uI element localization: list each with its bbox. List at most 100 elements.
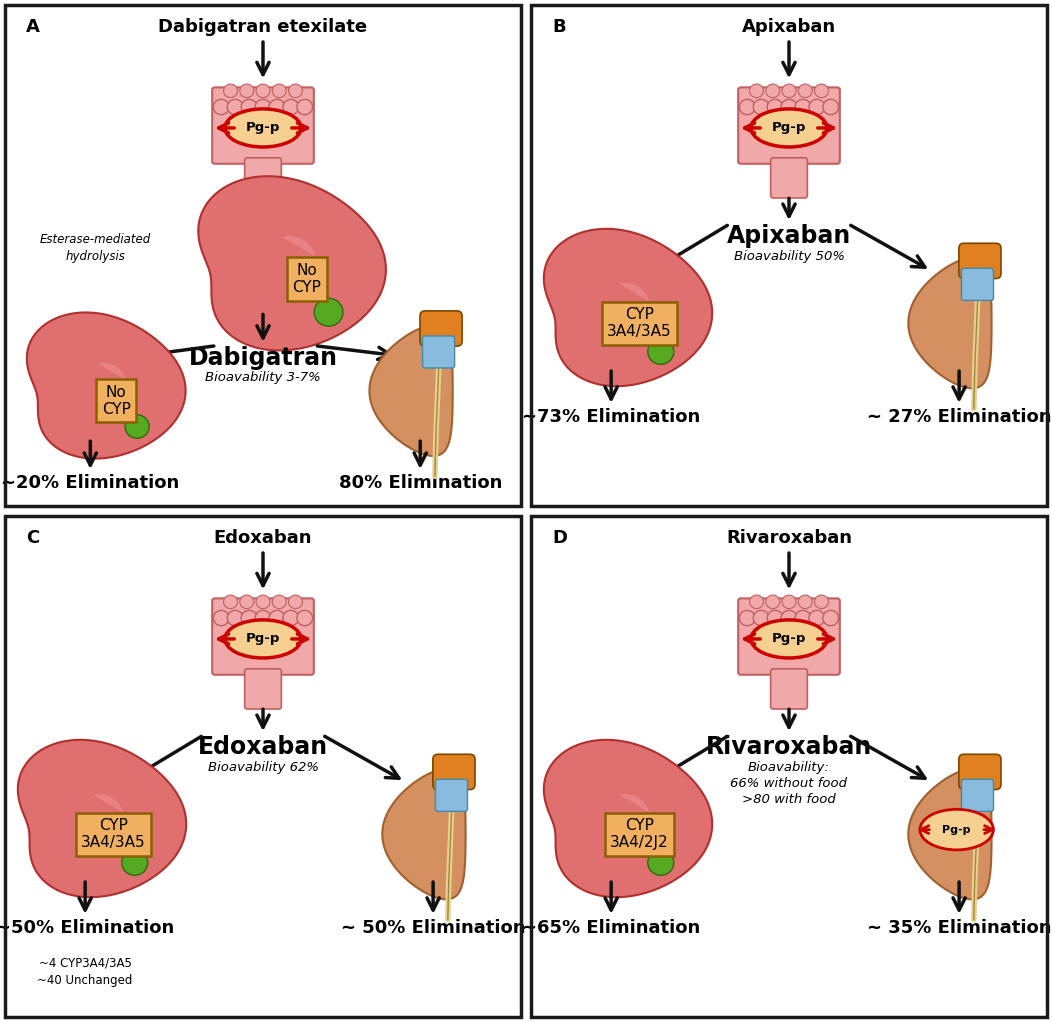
- Text: ~ 50% Elimination: ~ 50% Elimination: [341, 919, 525, 937]
- Circle shape: [122, 850, 147, 875]
- Circle shape: [795, 610, 811, 625]
- Circle shape: [227, 99, 243, 114]
- FancyBboxPatch shape: [420, 311, 462, 346]
- Circle shape: [214, 610, 229, 625]
- Text: Pg-p: Pg-p: [772, 122, 806, 135]
- Circle shape: [766, 84, 780, 98]
- Circle shape: [782, 84, 796, 98]
- Polygon shape: [98, 363, 126, 380]
- Text: No
CYP: No CYP: [102, 384, 130, 417]
- Circle shape: [782, 595, 796, 609]
- Circle shape: [297, 99, 312, 114]
- Circle shape: [283, 99, 299, 114]
- FancyBboxPatch shape: [771, 157, 807, 198]
- Circle shape: [753, 99, 769, 114]
- Text: Apixaban: Apixaban: [727, 224, 851, 248]
- Circle shape: [809, 99, 825, 114]
- Circle shape: [740, 610, 755, 625]
- Circle shape: [288, 595, 302, 609]
- FancyBboxPatch shape: [436, 780, 467, 811]
- Circle shape: [241, 99, 257, 114]
- Ellipse shape: [225, 620, 301, 658]
- Polygon shape: [27, 313, 185, 459]
- Circle shape: [782, 99, 796, 114]
- FancyBboxPatch shape: [245, 157, 281, 198]
- Circle shape: [795, 99, 811, 114]
- Text: Pg-p: Pg-p: [246, 633, 280, 646]
- Text: A: A: [26, 18, 40, 36]
- Circle shape: [648, 850, 673, 875]
- Text: No
CYP: No CYP: [292, 263, 321, 295]
- Polygon shape: [619, 794, 649, 812]
- Circle shape: [740, 99, 755, 114]
- Circle shape: [224, 84, 238, 98]
- Circle shape: [256, 99, 270, 114]
- Ellipse shape: [751, 620, 827, 658]
- Polygon shape: [198, 176, 386, 351]
- Polygon shape: [93, 794, 123, 812]
- Circle shape: [256, 84, 270, 98]
- Text: Edoxaban: Edoxaban: [198, 735, 328, 759]
- FancyBboxPatch shape: [245, 668, 281, 709]
- Text: Esterase-mediated
hydrolysis: Esterase-mediated hydrolysis: [40, 233, 151, 263]
- Circle shape: [272, 595, 286, 609]
- Text: ~4 CYP3A4/3A5
~40 Unchanged: ~4 CYP3A4/3A5 ~40 Unchanged: [38, 957, 133, 987]
- Circle shape: [272, 84, 286, 98]
- Circle shape: [823, 610, 838, 625]
- Text: ~ 35% Elimination: ~ 35% Elimination: [867, 919, 1051, 937]
- Circle shape: [240, 595, 254, 609]
- Circle shape: [315, 298, 343, 326]
- Circle shape: [256, 595, 270, 609]
- Circle shape: [809, 610, 825, 625]
- FancyBboxPatch shape: [958, 243, 1002, 279]
- Circle shape: [767, 99, 783, 114]
- Polygon shape: [619, 283, 649, 301]
- FancyBboxPatch shape: [739, 88, 839, 164]
- Text: Rivaroxaban: Rivaroxaban: [706, 735, 872, 759]
- Polygon shape: [369, 325, 452, 456]
- Text: B: B: [552, 18, 566, 36]
- Circle shape: [297, 610, 312, 625]
- Circle shape: [125, 415, 149, 438]
- Circle shape: [224, 595, 238, 609]
- Circle shape: [648, 339, 673, 364]
- FancyBboxPatch shape: [771, 668, 807, 709]
- FancyBboxPatch shape: [432, 754, 476, 790]
- Circle shape: [814, 84, 828, 98]
- Circle shape: [283, 610, 299, 625]
- Circle shape: [269, 99, 285, 114]
- Circle shape: [753, 610, 769, 625]
- Text: Bioavability 62%: Bioavability 62%: [207, 761, 319, 775]
- Text: 80% Elimination: 80% Elimination: [339, 474, 502, 492]
- Ellipse shape: [751, 109, 827, 147]
- Circle shape: [269, 610, 285, 625]
- Polygon shape: [544, 740, 712, 897]
- Text: Bioavability 3-7%: Bioavability 3-7%: [205, 371, 321, 383]
- FancyBboxPatch shape: [958, 754, 1002, 790]
- Text: Pg-p: Pg-p: [943, 825, 971, 835]
- Circle shape: [256, 610, 270, 625]
- FancyBboxPatch shape: [962, 269, 993, 300]
- Circle shape: [798, 595, 812, 609]
- Circle shape: [766, 595, 780, 609]
- Circle shape: [823, 99, 838, 114]
- Polygon shape: [18, 740, 186, 897]
- Text: CYP
3A4/2J2: CYP 3A4/2J2: [610, 818, 669, 850]
- FancyBboxPatch shape: [213, 599, 313, 675]
- Polygon shape: [908, 258, 992, 388]
- Circle shape: [750, 84, 764, 98]
- Circle shape: [750, 595, 764, 609]
- Text: Bioavability 50%: Bioavability 50%: [733, 250, 845, 264]
- Text: ~50% Elimination: ~50% Elimination: [0, 919, 175, 937]
- Polygon shape: [382, 769, 466, 899]
- Circle shape: [288, 84, 302, 98]
- FancyBboxPatch shape: [213, 88, 313, 164]
- FancyBboxPatch shape: [423, 336, 454, 368]
- Ellipse shape: [919, 809, 993, 850]
- Text: D: D: [552, 529, 567, 547]
- Text: C: C: [26, 529, 39, 547]
- Circle shape: [798, 84, 812, 98]
- Text: Apixaban: Apixaban: [742, 18, 836, 36]
- Circle shape: [240, 84, 254, 98]
- Polygon shape: [282, 236, 316, 257]
